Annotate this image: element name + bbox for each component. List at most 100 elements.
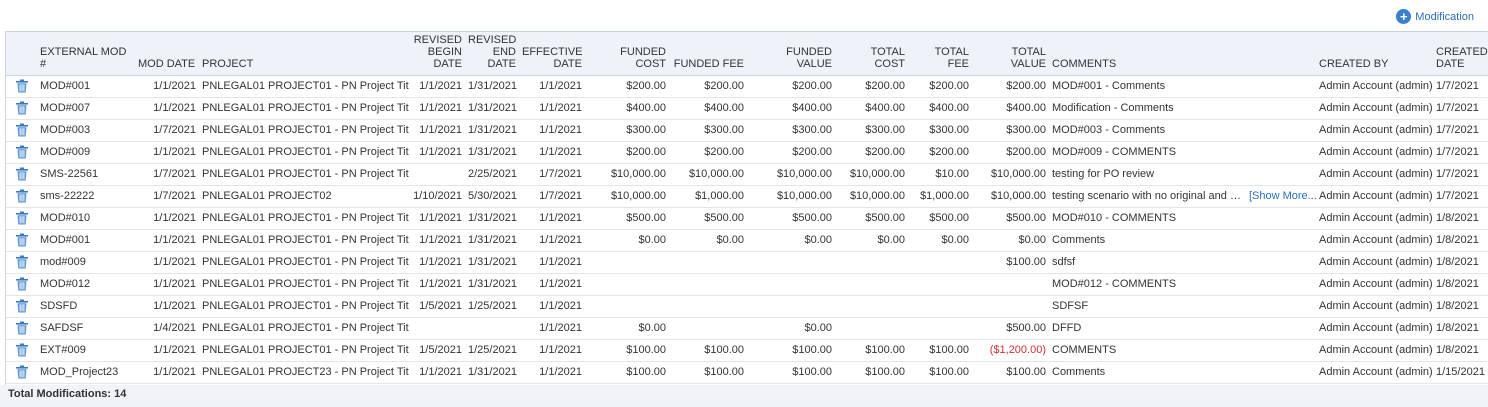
- external-mod-cell[interactable]: sms-22222: [37, 185, 135, 208]
- col-header-mod-date[interactable]: MOD DATE: [135, 32, 199, 76]
- external-mod-cell[interactable]: MOD#009: [37, 141, 135, 164]
- revised-begin-date-cell: 1/1/2021: [409, 251, 465, 274]
- trash-icon[interactable]: [15, 167, 29, 181]
- total-cost-cell: [835, 273, 908, 296]
- col-header-external-mod[interactable]: EXTERNAL MOD #: [37, 32, 135, 76]
- funded-cost-cell: $300.00: [585, 119, 669, 142]
- funded-cost-text: $300.00: [626, 124, 666, 136]
- external-mod-cell[interactable]: MOD#007: [37, 97, 135, 120]
- effective-date-text: 1/1/2021: [539, 124, 582, 136]
- revised-end-date-cell: 1/25/2021: [465, 295, 519, 318]
- created-date-cell: 1/15/2021: [1433, 361, 1488, 384]
- col-header-revised-begin-date[interactable]: REVISED BEGIN DATE: [409, 32, 465, 76]
- project-cell: PNLEGAL01 PROJECT01 - PN Project Title: [199, 317, 409, 340]
- trash-icon[interactable]: [15, 145, 29, 159]
- col-header-total-value[interactable]: TOTAL VALUE: [972, 32, 1049, 76]
- total-cost-text: $10,000.00: [849, 190, 905, 202]
- funded-fee-cell: $200.00: [669, 75, 747, 98]
- table-row[interactable]: mod#009 1/1/2021 PNLEGAL01 PROJECT01 - PN …: [6, 251, 1488, 274]
- created-date-text: 1/8/2021: [1436, 278, 1479, 290]
- trash-icon[interactable]: [15, 365, 29, 379]
- col-header-total-fee[interactable]: TOTAL FEE: [908, 32, 972, 76]
- col-header-project[interactable]: PROJECT: [199, 32, 409, 76]
- col-header-comments[interactable]: COMMENTS: [1049, 32, 1316, 76]
- project-text: PNLEGAL01 PROJECT01 - PN Project Title: [202, 80, 409, 92]
- table-row[interactable]: SAFDSF 1/4/2021 PNLEGAL01 PROJECT01 - PN P…: [6, 317, 1488, 340]
- trash-icon[interactable]: [15, 123, 29, 137]
- funded-value-text: $100.00: [792, 366, 832, 378]
- add-modification-button[interactable]: + Modification: [1396, 9, 1474, 24]
- comments-cell: MOD#003 - Comments: [1049, 119, 1316, 142]
- effective-date-cell: 1/1/2021: [519, 207, 585, 230]
- external-mod-text: MOD#007: [40, 102, 91, 114]
- project-cell: PNLEGAL01 PROJECT01 - PN Project Title: [199, 97, 409, 120]
- trash-icon[interactable]: [15, 101, 29, 115]
- trash-icon[interactable]: [15, 299, 29, 313]
- col-header-funded-fee[interactable]: FUNDED FEE: [669, 32, 747, 76]
- mod-date-cell: 1/1/2021: [135, 361, 199, 384]
- funded-fee-cell: $10,000.00: [669, 163, 747, 186]
- trash-icon[interactable]: [15, 233, 29, 247]
- col-header-funded-cost[interactable]: FUNDED COST: [585, 32, 669, 76]
- trash-icon[interactable]: [15, 79, 29, 93]
- external-mod-cell[interactable]: EXT#009: [37, 339, 135, 362]
- project-text: PNLEGAL01 PROJECT01 - PN Project Title: [202, 278, 409, 290]
- external-mod-cell[interactable]: MOD#010: [37, 207, 135, 230]
- external-mod-cell[interactable]: mod#009: [37, 251, 135, 274]
- col-header-created-date[interactable]: CREATED DATE: [1433, 32, 1488, 76]
- effective-date-text: 1/1/2021: [539, 300, 582, 312]
- total-value-text: $500.00: [1006, 322, 1046, 334]
- table-row[interactable]: MOD#009 1/1/2021 PNLEGAL01 PROJECT01 - PN …: [6, 141, 1488, 164]
- total-fee-text: $500.00: [929, 212, 969, 224]
- created-date-cell: 1/7/2021: [1433, 75, 1488, 98]
- external-mod-cell[interactable]: MOD_Project23: [37, 361, 135, 384]
- trash-icon[interactable]: [15, 321, 29, 335]
- created-by-cell: Admin Account (admin): [1316, 317, 1433, 340]
- external-mod-cell[interactable]: SMS-22561: [37, 163, 135, 186]
- table-row[interactable]: MOD#001 1/1/2021 PNLEGAL01 PROJECT01 - PN …: [6, 229, 1488, 252]
- revised-end-date-cell: 1/31/2021: [465, 361, 519, 384]
- table-row[interactable]: MOD#003 1/7/2021 PNLEGAL01 PROJECT01 - PN …: [6, 119, 1488, 142]
- trash-icon[interactable]: [15, 189, 29, 203]
- show-more-link[interactable]: [Show More...]: [1248, 190, 1316, 202]
- table-row[interactable]: SDSFD 1/1/2021 PNLEGAL01 PROJECT01 - PN Pr…: [6, 295, 1488, 318]
- col-header-funded-value[interactable]: FUNDED VALUE: [747, 32, 835, 76]
- trash-icon[interactable]: [15, 343, 29, 357]
- mod-date-text: 1/1/2021: [153, 234, 196, 246]
- comments-cell: Modification - Comments: [1049, 97, 1316, 120]
- revised-begin-date-cell: 1/1/2021: [409, 361, 465, 384]
- created-date-text: 1/8/2021: [1436, 256, 1479, 268]
- effective-date-text: 1/7/2021: [539, 190, 582, 202]
- external-mod-cell[interactable]: MOD#001: [37, 75, 135, 98]
- external-mod-cell[interactable]: SAFDSF: [37, 317, 135, 340]
- effective-date-text: 1/1/2021: [539, 344, 582, 356]
- table-row[interactable]: SMS-22561 1/7/2021 PNLEGAL01 PROJECT01 - P…: [6, 163, 1488, 186]
- table-row[interactable]: MOD#001 1/1/2021 PNLEGAL01 PROJECT01 - PN …: [6, 75, 1488, 98]
- trash-icon[interactable]: [15, 211, 29, 225]
- col-header-created-by[interactable]: CREATED BY: [1316, 32, 1433, 76]
- funded-cost-cell: $10,000.00: [585, 163, 669, 186]
- table-row[interactable]: EXT#009 1/1/2021 PNLEGAL01 PROJECT01 - PN …: [6, 339, 1488, 362]
- funded-value-text: $400.00: [792, 102, 832, 114]
- external-mod-cell[interactable]: MOD#012: [37, 273, 135, 296]
- trash-icon[interactable]: [15, 255, 29, 269]
- comments-cell: COMMENTS: [1049, 339, 1316, 362]
- created-by-cell: Admin Account (admin): [1316, 141, 1433, 164]
- col-header-effective-date[interactable]: EFFECTIVE DATE: [519, 32, 585, 76]
- external-mod-cell[interactable]: MOD#001: [37, 229, 135, 252]
- effective-date-text: 1/1/2021: [539, 322, 582, 334]
- table-row[interactable]: MOD#007 1/1/2021 PNLEGAL01 PROJECT01 - PN …: [6, 97, 1488, 120]
- funded-value-text: $10,000.00: [776, 168, 832, 180]
- table-row[interactable]: MOD_Project23 1/1/2021 PNLEGAL01 PROJECT23…: [6, 361, 1488, 384]
- total-value-text: ($1,200.00): [989, 344, 1046, 356]
- external-mod-cell[interactable]: SDSFD: [37, 295, 135, 318]
- trash-icon[interactable]: [15, 277, 29, 291]
- col-header-total-cost[interactable]: TOTAL COST: [835, 32, 908, 76]
- external-mod-cell[interactable]: MOD#003: [37, 119, 135, 142]
- col-header-revised-end-date[interactable]: REVISED END DATE: [465, 32, 519, 76]
- created-by-cell: Admin Account (admin): [1316, 273, 1433, 296]
- table-row[interactable]: MOD#010 1/1/2021 PNLEGAL01 PROJECT01 - PN …: [6, 207, 1488, 230]
- table-row[interactable]: MOD#012 1/1/2021 PNLEGAL01 PROJECT01 - PN …: [6, 273, 1488, 296]
- funded-cost-text: $200.00: [626, 146, 666, 158]
- table-row[interactable]: sms-22222 1/7/2021 PNLEGAL01 PROJECT02 1/10…: [6, 185, 1488, 208]
